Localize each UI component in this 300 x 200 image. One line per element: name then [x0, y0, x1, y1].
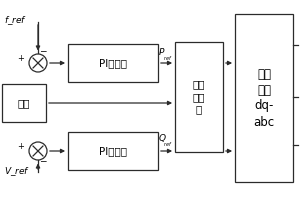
Bar [175, 42, 223, 152]
Text: −: − [39, 46, 46, 55]
Text: $P$: $P$ [158, 46, 165, 57]
Text: +: + [17, 142, 24, 151]
Text: $_{ref}$: $_{ref}$ [163, 54, 172, 63]
Text: $f\_ref$: $f\_ref$ [4, 14, 27, 27]
Text: 坐标
变换
dq-
abc: 坐标 变换 dq- abc [254, 68, 274, 129]
Bar [68, 132, 158, 170]
Text: 检测: 检测 [18, 98, 30, 108]
Bar [68, 44, 158, 82]
Bar [235, 14, 293, 182]
Text: $V\_ref$: $V\_ref$ [4, 165, 30, 178]
Text: +: + [17, 54, 24, 63]
Text: PI控制器: PI控制器 [99, 146, 127, 156]
Circle shape [29, 54, 47, 72]
Text: $Q$: $Q$ [158, 132, 167, 144]
Bar [2, 84, 46, 122]
Circle shape [29, 142, 47, 160]
Text: −: − [39, 156, 46, 165]
Text: $_{ref}$: $_{ref}$ [163, 140, 172, 149]
Text: 电流
控制
器: 电流 控制 器 [193, 80, 205, 114]
Text: PI控制器: PI控制器 [99, 58, 127, 68]
